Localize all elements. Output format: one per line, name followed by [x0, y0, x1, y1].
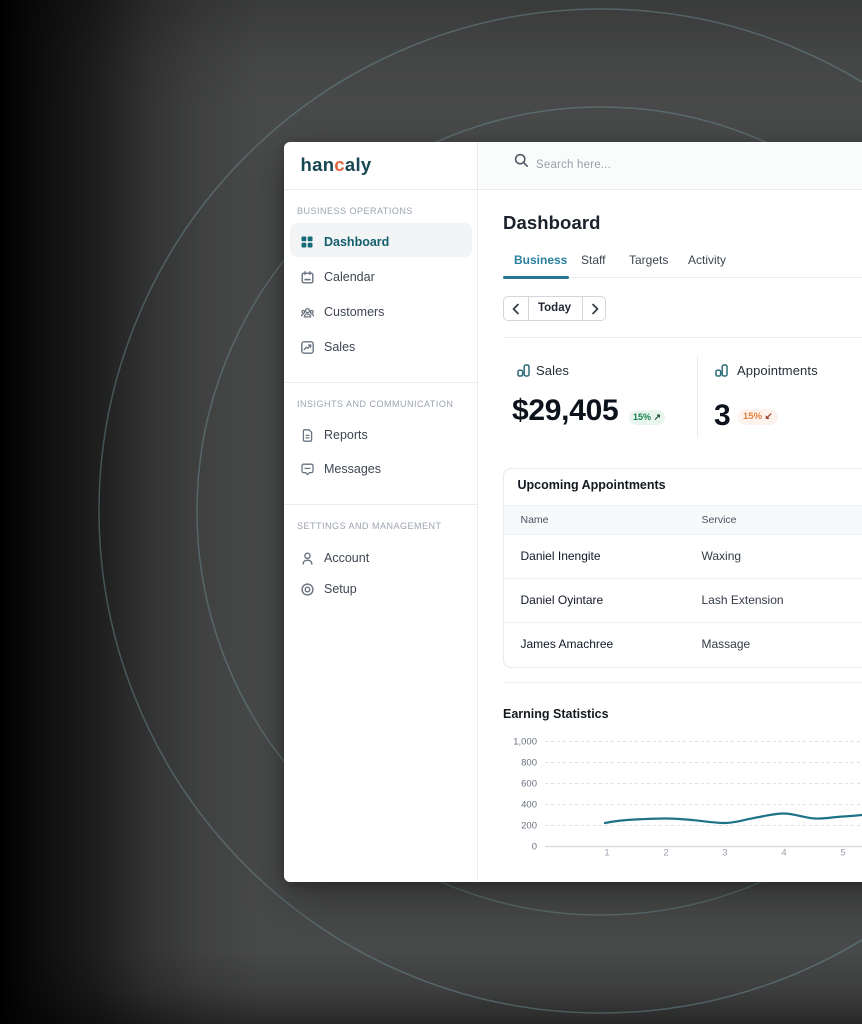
- svg-text:2: 2: [663, 847, 668, 858]
- svg-text:200: 200: [521, 820, 537, 831]
- svg-text:5: 5: [840, 847, 845, 858]
- svg-text:1: 1: [604, 847, 609, 858]
- svg-text:3: 3: [722, 847, 727, 858]
- svg-text:0: 0: [532, 841, 537, 852]
- svg-text:600: 600: [521, 778, 537, 789]
- svg-text:800: 800: [521, 757, 537, 768]
- svg-text:1,000: 1,000: [513, 736, 537, 747]
- svg-text:4: 4: [781, 847, 786, 858]
- svg-text:400: 400: [521, 799, 537, 810]
